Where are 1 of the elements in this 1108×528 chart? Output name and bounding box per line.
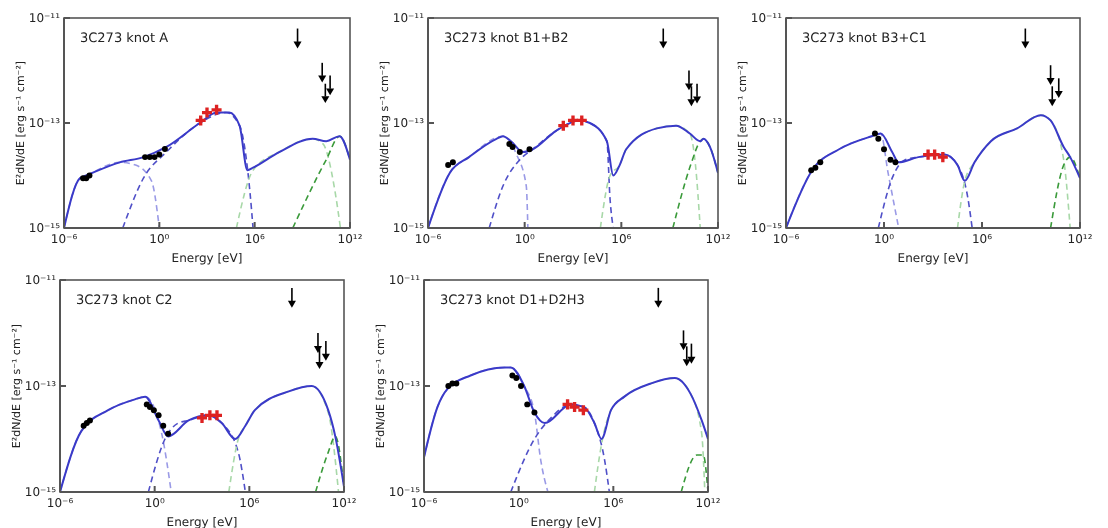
line-series [314, 435, 344, 492]
